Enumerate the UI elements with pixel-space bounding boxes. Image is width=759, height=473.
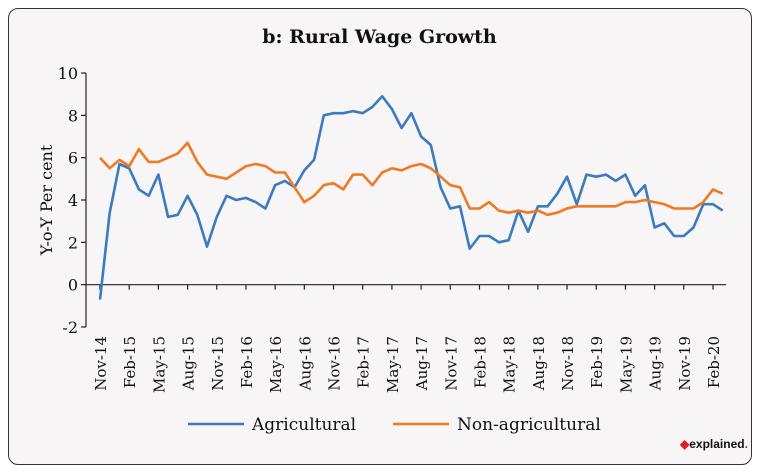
y-tick-label: 10 xyxy=(58,64,78,83)
x-tick-label: Nov-17 xyxy=(442,336,460,391)
x-tick-label: Aug-17 xyxy=(413,336,431,391)
y-tick-label: -2 xyxy=(62,318,78,337)
series-line-agricultural xyxy=(98,95,724,300)
legend-label: Agricultural xyxy=(251,415,356,435)
x-tick-label: Aug-18 xyxy=(530,336,548,391)
legend-label: Non-agricultural xyxy=(457,415,601,435)
x-tick-label: Aug-19 xyxy=(647,336,665,391)
chart-title: b: Rural Wage Growth xyxy=(262,26,497,48)
x-tick-label: May-18 xyxy=(501,336,519,393)
x-tick-label: Feb-18 xyxy=(471,336,489,388)
y-axis-label: Y-o-Y Per cent xyxy=(37,144,56,256)
x-tick-label: Aug-15 xyxy=(180,336,198,391)
x-tick-label: Feb-16 xyxy=(238,336,256,388)
series-line-non-agricultural xyxy=(99,141,724,217)
x-tick-label: Aug-16 xyxy=(296,336,314,391)
x-tick-label: Feb-20 xyxy=(705,336,723,388)
express-explained-logo: ◆explained. xyxy=(680,437,748,451)
chart-frame xyxy=(8,8,752,465)
x-tick-label: Nov-14 xyxy=(92,336,110,391)
y-tick-label: 2 xyxy=(68,233,78,252)
x-tick-label: Feb-17 xyxy=(355,336,373,388)
x-tick-label: May-15 xyxy=(150,336,168,393)
x-tick-label: Nov-19 xyxy=(676,336,694,391)
x-tick-label: Feb-15 xyxy=(121,336,139,388)
y-tick-label: 6 xyxy=(68,149,78,168)
x-tick-label: May-19 xyxy=(617,336,635,393)
x-tick-label: May-17 xyxy=(384,336,402,393)
x-tick-label: Nov-15 xyxy=(209,336,227,391)
x-tick-label: Feb-19 xyxy=(588,336,606,388)
y-tick-label: 0 xyxy=(68,276,78,295)
x-tick-label: Nov-16 xyxy=(326,336,344,391)
x-tick-label: May-16 xyxy=(267,336,285,393)
x-tick-label: Nov-18 xyxy=(559,336,577,391)
y-tick-label: 8 xyxy=(68,106,78,125)
y-tick-label: 4 xyxy=(68,191,78,210)
